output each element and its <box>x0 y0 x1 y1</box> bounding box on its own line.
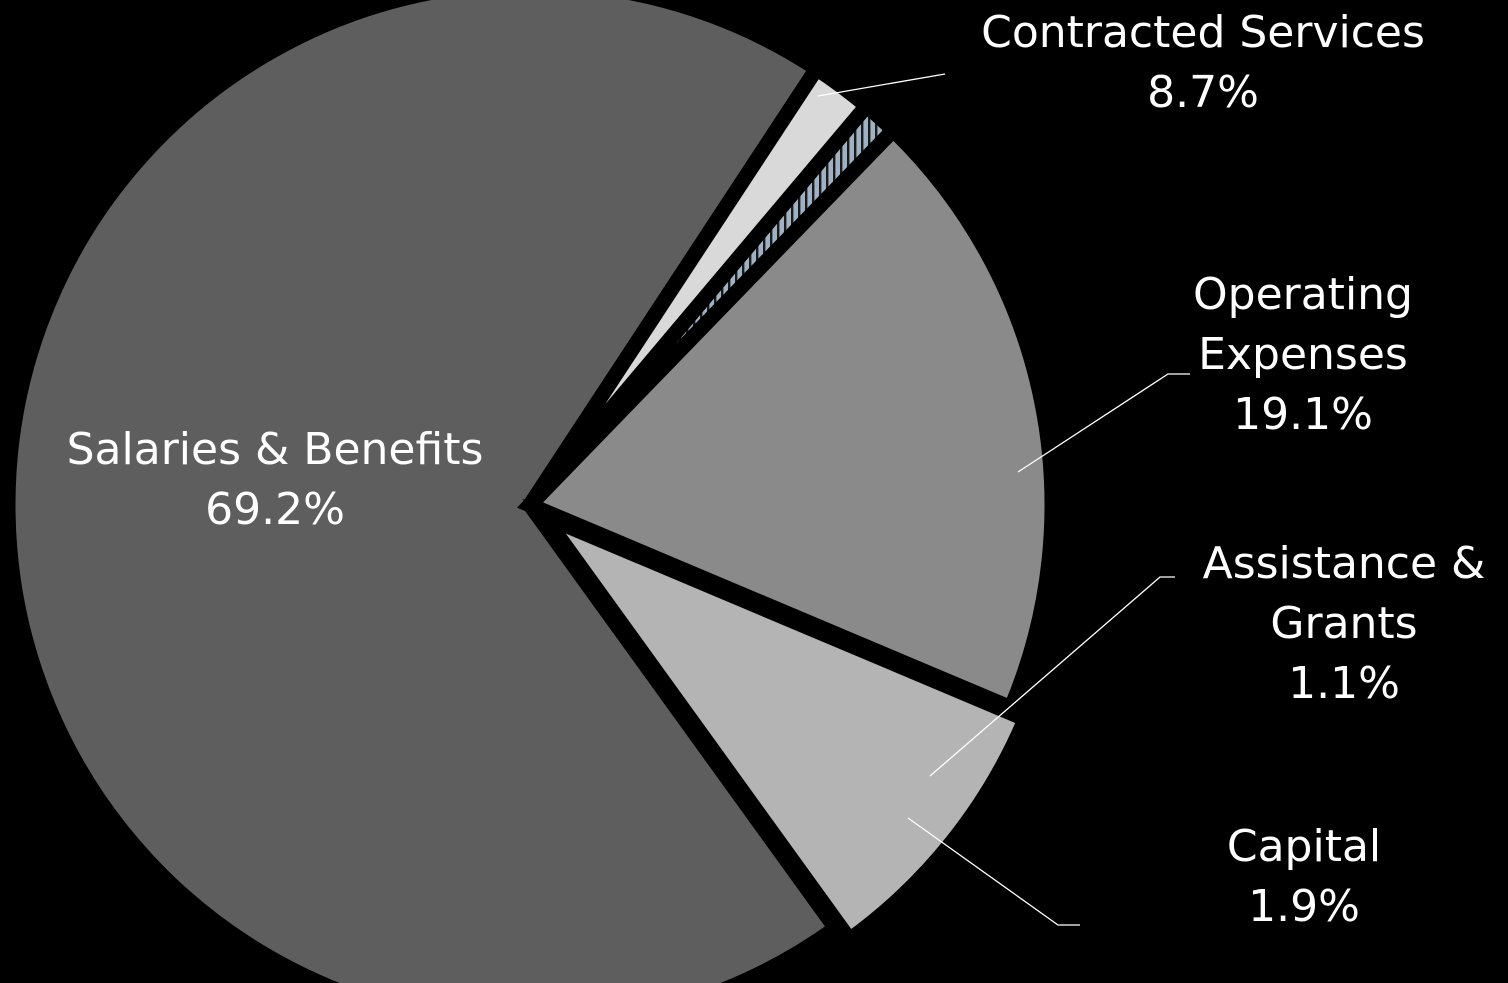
pie-slice-operating <box>516 119 1060 718</box>
leader-lines <box>817 73 1190 926</box>
pie-slice-salaries <box>0 0 846 983</box>
label-capital: Capital 1.9% <box>1227 821 1381 932</box>
leader-line-contracted <box>817 73 946 97</box>
label-assistance-name-2: Grants <box>1270 598 1417 649</box>
pie-slice-capital <box>523 58 878 510</box>
label-salaries: Salaries & Benefits 69.2% <box>67 424 484 535</box>
leader-line-operating <box>1017 373 1190 473</box>
label-salaries-name: Salaries & Benefits <box>67 424 484 475</box>
label-contracted-value: 8.7% <box>1147 67 1259 118</box>
label-operating-name-2: Expenses <box>1198 329 1408 380</box>
pie-slice-contracted <box>522 498 1035 950</box>
label-assistance-name-1: Assistance & <box>1203 538 1486 589</box>
label-assistance-value: 1.1% <box>1288 658 1400 709</box>
label-operating: Operating Expenses 19.1% <box>1193 269 1413 440</box>
leader-line-assistance <box>929 576 1175 777</box>
label-contracted-name: Contracted Services <box>981 7 1425 58</box>
label-salaries-value: 69.2% <box>205 484 345 535</box>
label-operating-value: 19.1% <box>1233 389 1373 440</box>
label-operating-name-1: Operating <box>1193 269 1413 320</box>
label-capital-value: 1.9% <box>1248 881 1360 932</box>
pie-slices <box>0 0 1060 983</box>
leader-line-capital <box>907 817 1080 926</box>
label-capital-name: Capital <box>1227 821 1381 872</box>
label-contracted: Contracted Services 8.7% <box>981 7 1425 118</box>
label-assistance: Assistance & Grants 1.1% <box>1203 538 1486 709</box>
